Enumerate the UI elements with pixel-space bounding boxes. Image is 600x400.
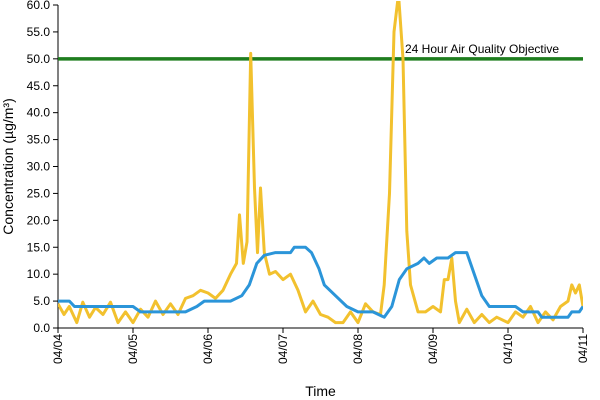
y-tick-label: 60.0 xyxy=(27,0,51,12)
y-axis: 0.0 5.0 10.0 15.0 20.0 25.0 30.0 35.0 40.0 45.0 50… xyxy=(27,0,59,335)
x-tick-label: 04/08 xyxy=(351,334,365,364)
y-tick-label: 45.0 xyxy=(27,79,51,93)
y-tick-label: 25.0 xyxy=(27,186,51,200)
x-axis: 04/04 04/05 04/06 04/07 04/08 04/09 04/10 04/11 xyxy=(51,327,590,364)
x-tick-label: 04/07 xyxy=(276,334,290,364)
x-tick-label: 04/09 xyxy=(426,334,440,364)
x-tick-label: 04/04 xyxy=(51,334,65,364)
x-tick-label: 04/11 xyxy=(576,334,590,363)
series-line-1 xyxy=(58,1,583,325)
y-tick-label: 50.0 xyxy=(27,52,51,66)
y-tick-label: 15.0 xyxy=(27,240,51,254)
series-line-2 xyxy=(58,245,583,319)
y-tick-label: 30.0 xyxy=(27,160,51,174)
y-axis-title: Concentration (µg/m³) xyxy=(0,98,16,234)
y-tick-label: 20.0 xyxy=(27,213,51,227)
y-tick-label: 35.0 xyxy=(27,133,51,147)
series-group xyxy=(58,1,583,325)
y-tick-label: 55.0 xyxy=(27,25,51,39)
x-axis-title: Time xyxy=(305,383,336,399)
x-tick-label: 04/05 xyxy=(126,334,140,364)
x-tick-label: 04/06 xyxy=(201,334,215,364)
reference-line-label: 24 Hour Air Quality Objective xyxy=(405,42,559,56)
y-tick-label: 10.0 xyxy=(27,267,51,281)
y-tick-label: 5.0 xyxy=(33,294,50,308)
x-tick-label: 04/10 xyxy=(501,334,515,364)
y-tick-label: 40.0 xyxy=(27,106,51,120)
y-tick-label: 0.0 xyxy=(33,321,50,335)
